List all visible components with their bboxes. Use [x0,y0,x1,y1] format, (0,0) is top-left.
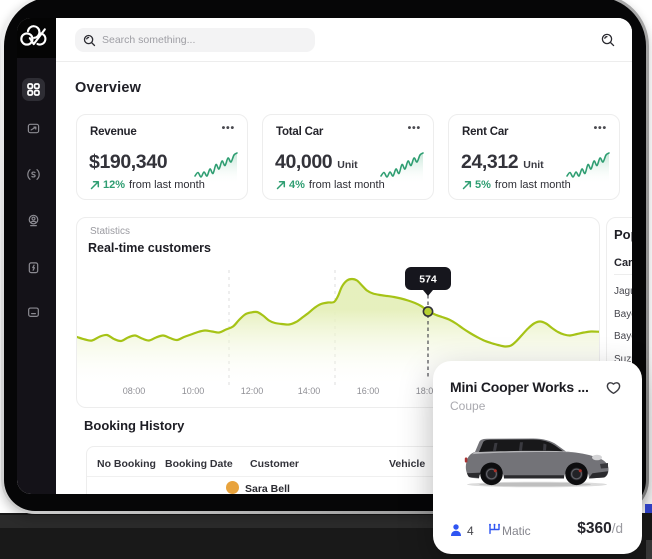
svg-text:10:00: 10:00 [182,386,205,396]
svg-text:16:00: 16:00 [357,386,380,396]
svg-text:574: 574 [419,274,437,286]
svg-text:18:00: 18:00 [416,386,439,396]
svg-text:12:00: 12:00 [241,386,264,396]
svg-text:14:00: 14:00 [298,386,321,396]
svg-text:08:00: 08:00 [123,386,146,396]
